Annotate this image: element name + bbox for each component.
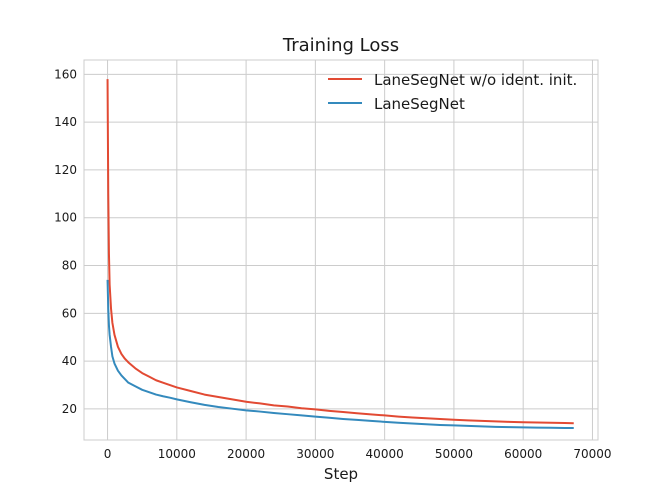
plot-frame <box>83 59 599 441</box>
x-tick-label: 10000 <box>158 447 196 461</box>
legend-label-lanesegnet: LaneSegNet <box>374 95 465 113</box>
series-lines <box>106 79 574 430</box>
y-tick-label: 120 <box>54 163 77 177</box>
x-tick-label: 40000 <box>366 447 404 461</box>
y-tick-label: 20 <box>62 402 77 416</box>
y-tick-label: 40 <box>62 354 77 368</box>
x-tick-label: 0 <box>104 447 112 461</box>
series-line-lanesegnet <box>106 279 574 430</box>
y-tick-label: 140 <box>54 115 77 129</box>
x-axis-label: Step <box>324 465 358 483</box>
y-tick-label: 80 <box>62 259 77 273</box>
x-tick-label: 20000 <box>227 447 265 461</box>
y-axis-ticks: 20 40 60 80 100 120 140 160 <box>54 67 77 416</box>
x-tick-label: 70000 <box>573 447 611 461</box>
legend-label-no-ident-init: LaneSegNet w/o ident. init. <box>374 71 577 89</box>
chart-title: Training Loss <box>282 35 399 56</box>
y-tick-label: 60 <box>62 306 77 320</box>
x-axis-ticks: 0 10000 20000 30000 40000 50000 60000 70000 <box>104 447 612 461</box>
grid <box>84 60 598 440</box>
x-tick-label: 30000 <box>296 447 334 461</box>
y-tick-label: 100 <box>54 211 77 225</box>
y-tick-label: 160 <box>54 67 77 81</box>
x-tick-label: 50000 <box>435 447 473 461</box>
series-line-no-ident-init <box>106 79 574 425</box>
x-tick-label: 60000 <box>504 447 542 461</box>
legend: LaneSegNet w/o ident. init. LaneSegNet <box>328 71 577 113</box>
